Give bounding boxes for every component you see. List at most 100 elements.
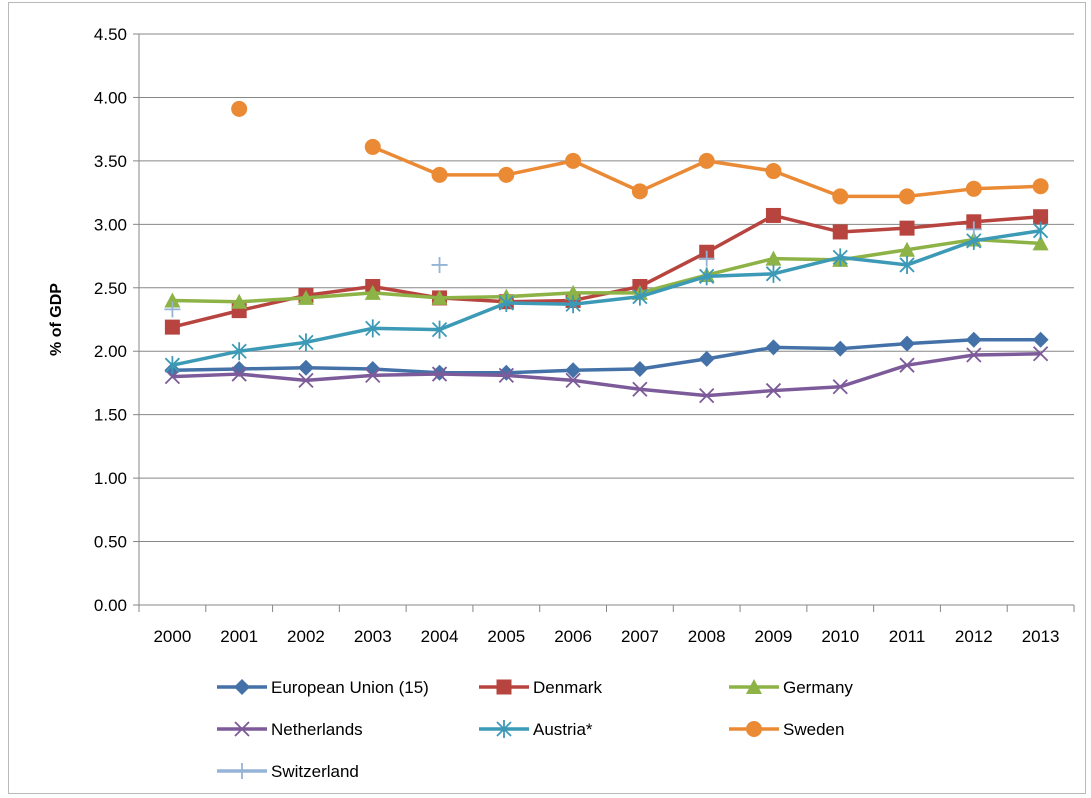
data-point xyxy=(699,267,715,286)
data-point xyxy=(965,331,982,348)
y-tick-label: 2.00 xyxy=(94,342,127,361)
data-point xyxy=(698,350,715,367)
data-point xyxy=(298,333,314,352)
data-point xyxy=(765,207,781,223)
data-point xyxy=(1032,331,1049,348)
series-line xyxy=(172,228,1041,367)
data-point xyxy=(431,256,448,273)
series-switzerland xyxy=(164,221,982,318)
legend-marker xyxy=(234,763,250,779)
x-tick-label: 2008 xyxy=(688,627,726,646)
data-point xyxy=(765,250,782,266)
x-tick-label: 2002 xyxy=(287,627,325,646)
x-tick-label: 2011 xyxy=(889,627,926,646)
data-point xyxy=(899,357,915,373)
series-line xyxy=(172,237,1041,304)
data-point xyxy=(965,221,982,238)
data-point xyxy=(765,163,782,180)
data-point xyxy=(498,364,515,381)
legend-marker xyxy=(496,720,512,738)
data-point xyxy=(498,166,515,183)
x-tick-label: 2000 xyxy=(153,627,191,646)
data-point xyxy=(364,284,381,300)
data-point xyxy=(164,301,181,318)
data-point xyxy=(631,183,648,200)
x-tick-label: 2004 xyxy=(421,627,459,646)
legend-marker xyxy=(746,721,762,737)
legend-label: European Union (15) xyxy=(271,678,429,697)
x-tick-label: 2009 xyxy=(755,627,793,646)
data-point xyxy=(899,255,915,274)
legend-item-netherlands: Netherlands xyxy=(217,720,363,739)
series-layer xyxy=(164,100,1049,404)
data-point xyxy=(965,180,982,197)
data-point xyxy=(698,250,715,267)
legend-item-switzerland: Switzerland xyxy=(217,762,359,781)
data-point xyxy=(698,152,715,169)
x-tick-label: 2005 xyxy=(487,627,525,646)
legend-label: Netherlands xyxy=(271,720,363,739)
legend-label: Sweden xyxy=(783,720,844,739)
data-point xyxy=(899,335,916,352)
data-point xyxy=(632,287,648,306)
series-denmark xyxy=(164,207,1049,335)
x-tick-label: 2006 xyxy=(554,627,592,646)
data-point xyxy=(364,138,381,155)
y-tick-label: 1.00 xyxy=(94,469,127,488)
data-point xyxy=(565,372,581,389)
x-tick-label: 2007 xyxy=(621,627,659,646)
data-point xyxy=(431,289,448,305)
data-point xyxy=(832,248,848,267)
x-tick-label: 2001 xyxy=(220,627,258,646)
line-chart: 0.00 0.50 1.00 1.50 2.00 2.50 3.00 3.50 4.00 4.50… xyxy=(48,25,1075,781)
data-point xyxy=(1033,209,1049,225)
data-point xyxy=(498,294,514,313)
y-tick-label: 1.50 xyxy=(94,406,127,425)
y-tick-label: 3.00 xyxy=(94,215,127,234)
x-tick-label: 2013 xyxy=(1022,627,1060,646)
data-point xyxy=(832,224,848,240)
legend-label: Switzerland xyxy=(271,762,359,781)
legend-item-european-union-15: European Union (15) xyxy=(217,678,429,697)
legend-marker xyxy=(746,679,762,694)
legend-marker xyxy=(234,679,250,695)
data-point xyxy=(1032,221,1049,240)
data-point xyxy=(899,188,916,205)
data-point xyxy=(431,366,448,382)
data-point xyxy=(1032,346,1049,362)
data-point xyxy=(164,319,180,335)
series-sweden xyxy=(231,100,1049,205)
y-tick-label: 0.50 xyxy=(94,533,127,552)
series-germany xyxy=(164,231,1049,309)
gridlines xyxy=(139,33,1074,543)
series-netherlands xyxy=(164,346,1049,404)
legend-label: Austria* xyxy=(533,720,593,739)
data-point xyxy=(632,381,648,397)
y-tick-label: 0.00 xyxy=(94,596,127,615)
data-point xyxy=(765,264,782,283)
data-point xyxy=(1032,178,1049,195)
series-austria xyxy=(164,221,1049,375)
data-point xyxy=(298,372,314,389)
data-point xyxy=(365,367,381,383)
data-point xyxy=(1032,235,1049,251)
series-line xyxy=(172,352,1041,398)
data-point xyxy=(899,241,916,257)
data-point xyxy=(966,347,982,363)
data-point xyxy=(364,360,381,377)
data-point xyxy=(297,289,314,305)
data-point xyxy=(699,387,715,404)
data-point xyxy=(164,368,181,385)
data-point xyxy=(231,366,247,382)
data-point xyxy=(365,319,381,338)
data-point xyxy=(565,152,582,169)
legend-item-germany: Germany xyxy=(729,678,853,697)
data-point xyxy=(431,166,448,183)
y-tick-label: 3.50 xyxy=(94,152,127,171)
legend-marker xyxy=(496,679,512,695)
data-point xyxy=(431,320,448,339)
chart-frame: 0.00 0.50 1.00 1.50 2.00 2.50 3.00 3.50 4.00 4.50… xyxy=(8,2,1086,794)
series-line xyxy=(172,338,1041,375)
data-point xyxy=(297,359,314,376)
y-axis-label: % of GDP xyxy=(48,283,65,356)
